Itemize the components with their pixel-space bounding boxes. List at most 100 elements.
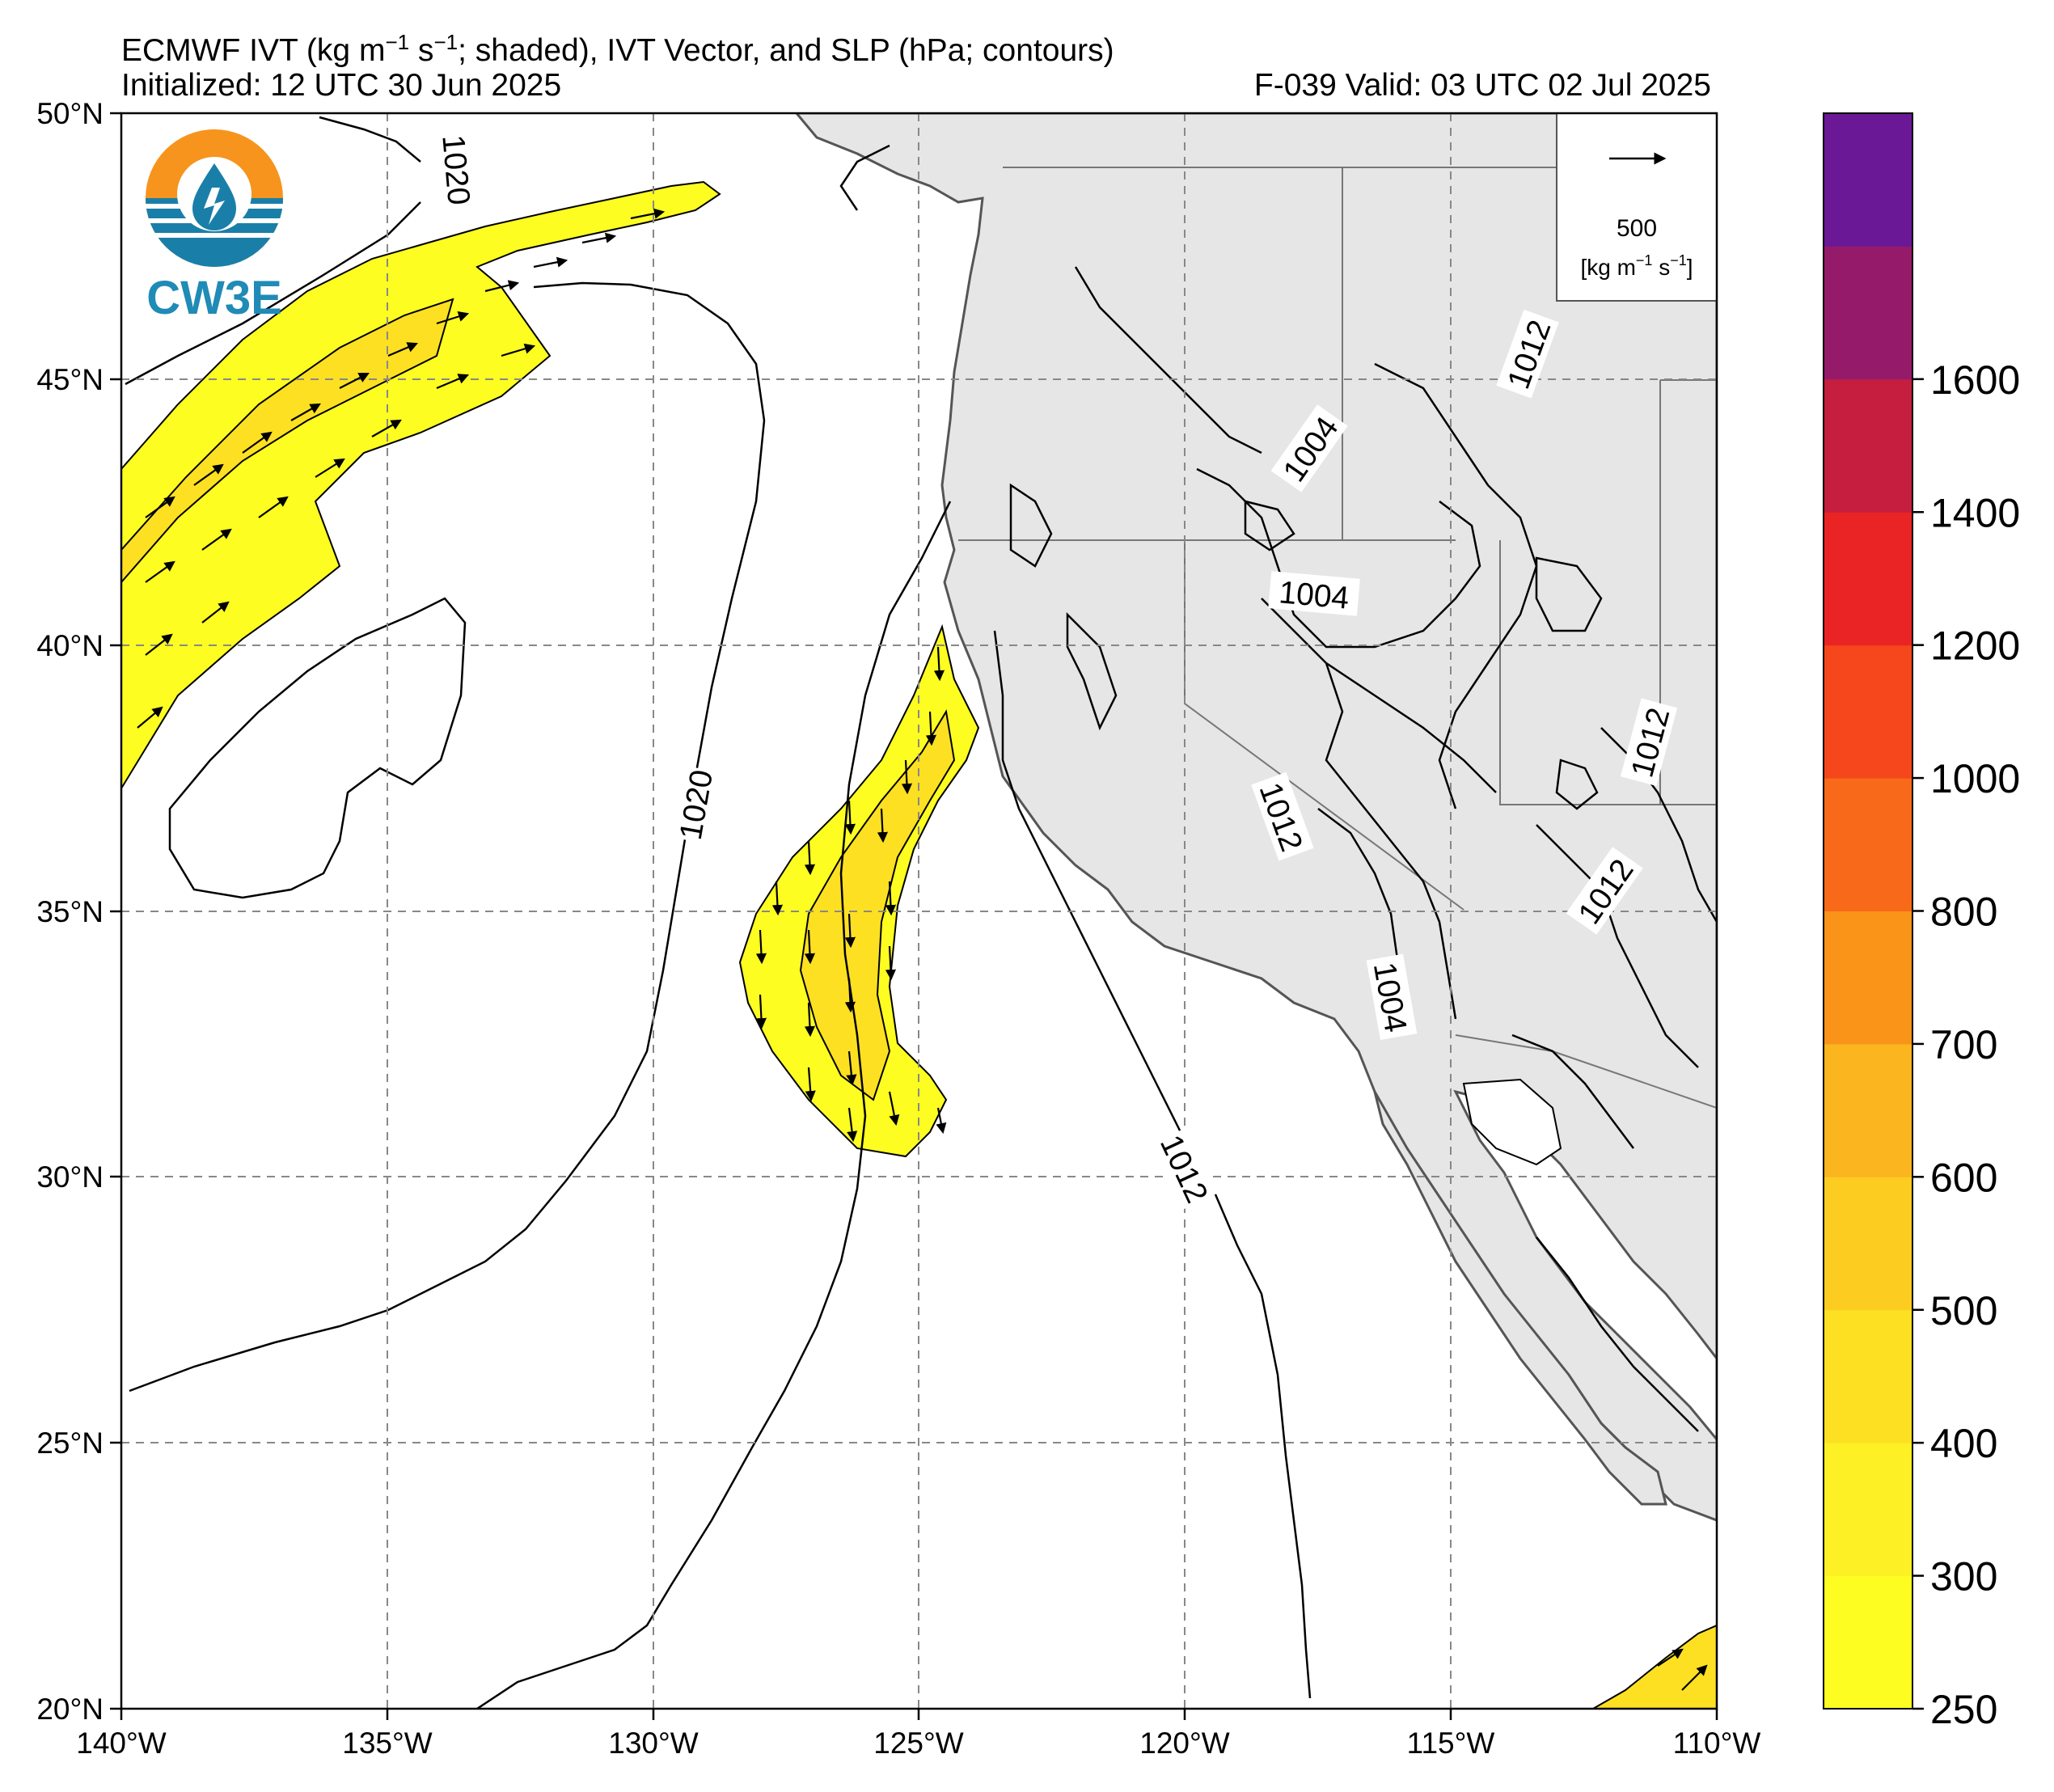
colorbar-segment [1824,778,1912,911]
colorbar-segment [1824,512,1912,646]
ivt-vector [387,342,419,357]
lon-label: 140°W [76,1726,167,1760]
ivt-vector [844,800,856,835]
ivt-vector [925,711,937,746]
map-area[interactable]: 1020 1020 1012 1004 1004 1012 1012 1012 … [121,113,1717,1709]
logo-text: CW3E [146,272,282,324]
ivt-vector [804,1002,816,1038]
colorbar-tick-label: 700 [1930,1022,1997,1067]
ivt-vector [877,808,889,843]
lat-label: 40°N [36,629,104,662]
colorbar-tick-label: 800 [1930,890,1997,935]
axis-ticks [110,112,1718,1720]
colorbar-tick-label: 400 [1930,1421,1997,1466]
colorbar-segment [1824,113,1912,247]
ivt-vector [145,496,175,518]
ivt-vector [933,646,945,682]
ivt-vector [290,403,321,421]
lat-label: 25°N [36,1426,104,1460]
map-title: ECMWF IVT (kg m−1 s−1; shaded), IVT Vect… [121,30,1114,68]
init-time: Initialized: 12 UTC 30 Jun 2025 [121,68,562,103]
ivt-vector [888,1091,900,1126]
ivt-shade-north-pacific-ar [121,180,721,790]
vector-key-unit: [kg m−1 s−1] [1580,252,1693,280]
lon-label: 135°W [342,1726,433,1760]
ivt-vector [630,208,666,220]
ivt-vector [258,496,289,518]
ivt-vector [137,706,163,729]
colorbar-segment [1824,645,1912,779]
ivt-vector [242,431,273,454]
ivt-vector [193,463,224,486]
ivt-vector [885,945,897,981]
ivt-vector [755,929,767,965]
vector-key: 500 [kg m−1 s−1] [1556,113,1717,302]
ivt-vector [805,1067,816,1102]
colorbar-segment [1824,378,1912,513]
water-drop-logo-icon [146,129,283,267]
ivt-vector [1657,1648,1684,1667]
lat-labels: 50°N 45°N 40°N 35°N 30°N 25°N 20°N [36,97,104,1726]
ivt-vector [501,343,536,357]
colorbar-segment [1824,1177,1912,1311]
valid-time: F-039 Valid: 03 UTC 02 Jul 2025 [1253,68,1711,103]
lat-label: 45°N [36,363,104,396]
ivt-vector [755,994,767,1029]
ivt-vector [901,759,913,795]
gulf-of-california [1453,1089,1717,1442]
lon-label: 130°W [608,1726,699,1760]
colorbar-segment [1824,246,1912,380]
ivt-vector [145,633,173,656]
ivt-shade-southeast-corner [1591,1624,1717,1709]
baja-peninsula [1373,1091,1667,1506]
grid-lines [121,113,1717,1709]
colorbar-tick-label: 500 [1930,1288,1997,1333]
ivt-vector [846,1050,857,1086]
lon-label: 110°W [1673,1726,1761,1760]
lat-label: 20°N [36,1693,104,1726]
colorbar: 250 300 400 500 600 700 800 1000 1200 1400 1600 [1823,112,2020,1732]
colorbar-segment [1824,911,1912,1045]
ivt-vector [804,929,816,965]
contour-label: 1004 [1278,575,1350,615]
ivt-vector [371,419,402,437]
inland-lake [1462,1078,1562,1166]
lon-label: 125°W [873,1726,964,1760]
ivt-vector [844,978,856,1013]
ivt-vector [844,913,856,949]
contour-label: 1020 [435,133,475,206]
ivt-vector [201,528,232,551]
colorbar-tick-label: 1400 [1930,490,2020,535]
colorbar-tick-label: 1200 [1930,623,2020,669]
colorbar-segment [1824,1443,1912,1577]
colorbar-tick-label: 1600 [1930,357,2020,403]
ivt-vector [804,840,816,876]
ivt-vector [339,372,370,389]
colorbar-segment [1824,1575,1912,1710]
lat-label: 50°N [36,97,104,130]
lat-label: 30°N [36,1160,104,1194]
ivt-vector [533,256,568,268]
ivt-vector [436,311,470,325]
ivt-vector [145,560,175,583]
ivt-vectors [137,208,1708,1691]
colorbar-tick-label: 250 [1930,1687,1997,1732]
ivt-vector [771,881,784,916]
ivt-vector [484,280,520,293]
ivt-vector [201,601,230,623]
ivt-vector [847,1107,858,1143]
ivt-shade-coastal-jet-core [799,709,956,1101]
ivt-vector [885,881,897,916]
colorbar-tick-label: 600 [1930,1155,1997,1200]
ivt-vector [315,458,345,478]
lon-label: 120°W [1139,1726,1230,1760]
ivt-vector [436,374,470,390]
colorbar-segment [1824,1043,1912,1177]
ivt-shade-north-pacific-ar-core [121,298,454,584]
ivt-vector [936,1107,947,1135]
colorbar-tick-label: 1000 [1930,756,2020,801]
lon-labels: 140°W 135°W 130°W 125°W 120°W 115°W 110°… [76,1726,1760,1760]
lon-label: 115°W [1407,1726,1495,1760]
colorbar-tick-label: 300 [1930,1554,1997,1600]
